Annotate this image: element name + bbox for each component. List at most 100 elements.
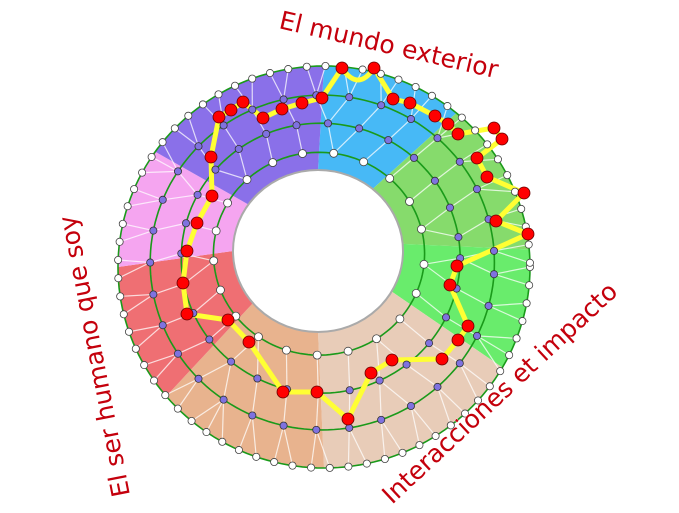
spoke [423, 257, 461, 265]
journey-node [242, 335, 256, 349]
spoke [459, 362, 479, 401]
spoke [333, 128, 360, 154]
outer-node [493, 155, 502, 164]
journey-node [480, 170, 494, 184]
spoke [375, 338, 381, 381]
spoke [445, 316, 478, 337]
spoke [437, 386, 466, 414]
inner-node [329, 148, 339, 158]
mid-node [375, 376, 384, 385]
outer-node [344, 462, 353, 471]
spoke [389, 157, 415, 179]
outer-node [485, 382, 494, 391]
mid-node [410, 153, 419, 162]
spoke [118, 261, 151, 279]
inner-node [405, 197, 414, 206]
mid-node [473, 185, 482, 194]
spoke [283, 68, 289, 100]
mid-node [211, 165, 220, 174]
mid-node [406, 115, 415, 124]
mid-node [454, 233, 463, 242]
journey-node [364, 366, 378, 380]
inner-node [298, 149, 307, 158]
outer-node [140, 361, 149, 370]
spoke [310, 429, 317, 468]
journey-node [221, 313, 235, 327]
outer-node [248, 74, 257, 83]
outer-node [307, 463, 316, 472]
spoke [476, 335, 517, 339]
mid-node [149, 226, 158, 235]
outer-node [265, 69, 274, 78]
mid-node [433, 134, 442, 143]
outer-node [131, 344, 140, 353]
outer-node [161, 391, 170, 400]
outer-node [358, 65, 367, 74]
outer-node [147, 152, 156, 161]
outer-node [517, 204, 526, 213]
inner-node [216, 285, 225, 295]
spoke [413, 137, 438, 159]
spoke [476, 335, 510, 356]
outer-node [398, 448, 407, 457]
outer-node [119, 310, 128, 319]
mid-node [433, 382, 442, 391]
outer-node [288, 461, 297, 470]
spoke [223, 361, 232, 400]
spoke [410, 405, 421, 446]
outer-node [138, 168, 147, 177]
outer-node [431, 431, 440, 440]
outer-node [158, 138, 167, 147]
spoke [142, 170, 178, 174]
spoke [223, 125, 240, 150]
mid-node [193, 190, 202, 199]
spoke [133, 188, 163, 201]
spoke [120, 293, 154, 297]
mid-node [406, 402, 415, 411]
spoke [358, 104, 382, 129]
outer-node [483, 140, 492, 149]
spoke [153, 353, 179, 381]
outer-node [284, 65, 293, 74]
center-hole [232, 169, 404, 333]
outer-node [496, 367, 505, 376]
journey-node [275, 102, 289, 116]
spoke [363, 139, 389, 163]
spoke [409, 180, 436, 202]
spoke [449, 188, 478, 209]
mid-node [248, 105, 257, 114]
outer-node [471, 126, 480, 135]
outer-node [184, 111, 193, 120]
spoke [283, 99, 298, 126]
mid-node [234, 144, 243, 153]
mid-node [355, 124, 364, 133]
spoke [399, 318, 430, 344]
spoke [295, 125, 304, 154]
spoke [151, 156, 179, 172]
outer-node [198, 100, 207, 109]
spoke [315, 65, 327, 96]
sector-3 [318, 291, 503, 468]
inner-node [419, 259, 429, 269]
inner-node [242, 175, 252, 184]
outer-node [512, 334, 521, 343]
spoke [493, 244, 529, 252]
outer-node [427, 91, 436, 100]
mid-node [158, 321, 167, 330]
spoke [456, 288, 489, 307]
spoke [238, 415, 253, 451]
mid-node [194, 142, 203, 151]
spoke [488, 302, 527, 307]
mid-node [149, 290, 158, 299]
mid-node [377, 415, 386, 424]
journey-node [176, 276, 190, 290]
spoke [476, 335, 501, 372]
outer-node [170, 124, 179, 133]
mid-node [279, 95, 288, 104]
mid-node [445, 203, 454, 212]
mid-node [490, 246, 499, 255]
journey-node [441, 117, 455, 131]
spoke [406, 364, 438, 388]
outer-node [518, 317, 527, 326]
inner-node [411, 288, 421, 298]
